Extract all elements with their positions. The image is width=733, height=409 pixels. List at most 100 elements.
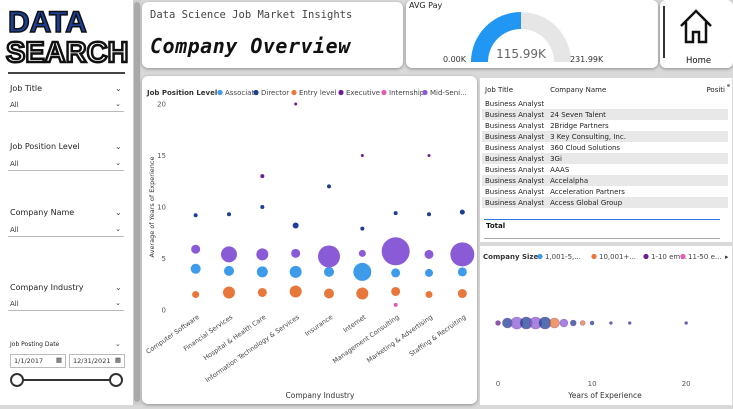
company-name-filter-label: Company Name (10, 208, 75, 217)
column-header-job-title[interactable]: Job Title (485, 86, 514, 94)
legend-next-icon: ▸ (725, 253, 729, 261)
column-header-position[interactable]: Positi (706, 86, 725, 94)
data-point-internship (393, 302, 398, 307)
chevron-down-icon[interactable]: ⌄ (115, 84, 122, 93)
data-point-director (459, 209, 465, 215)
gauge-min-label: 0.00K (443, 55, 467, 64)
sort-icon[interactable] (727, 84, 730, 87)
table-row[interactable]: Business Analyst 3 Key Consulting, Inc. (482, 131, 728, 142)
calendar-icon[interactable]: ▦ (55, 356, 62, 364)
home-card[interactable]: Home (660, 0, 733, 68)
table-row[interactable]: Business Analyst 360 Cloud Solutions (482, 142, 728, 153)
table-row[interactable]: Business Analyst Access Global Group (482, 197, 728, 208)
data-point (549, 317, 560, 329)
data-point-entry-level (391, 286, 401, 296)
cell-position (703, 98, 728, 109)
y-tick-label: 15 (157, 152, 166, 160)
cell-company-name: 3 Key Consulting, Inc. (547, 131, 704, 142)
legend-marker-4 (381, 89, 387, 96)
legend-marker-3 (338, 89, 344, 96)
industry-experience-scatter: Job Position Level Associate Director Entry… (145, 89, 475, 400)
data-point (559, 318, 569, 328)
data-point-associate (457, 267, 467, 277)
data-point-director (193, 213, 198, 218)
table-row[interactable]: Business Analyst AAAS (482, 164, 728, 175)
data-point-director (227, 212, 231, 217)
cell-job-title: Business Analyst (485, 99, 545, 108)
data-point-entry-level (324, 288, 334, 299)
calendar-icon[interactable]: ▦ (114, 356, 121, 364)
home-icon[interactable] (678, 6, 714, 46)
data-point-associate (289, 265, 302, 278)
legend-label-0: Associate (225, 89, 259, 97)
data-point-executive (260, 174, 265, 179)
avg-pay-gauge-card[interactable]: AVG Pay 115.99K 0.00K 231.99K (406, 0, 658, 68)
data-point-executive (360, 154, 364, 157)
data-point-executive (427, 154, 431, 157)
table-total-label: Total (486, 222, 506, 230)
data-point-director (260, 205, 265, 209)
table-horizontal-scrollbar[interactable] (484, 238, 720, 239)
data-point-entry-level (356, 287, 369, 300)
legend-label-1: 10,001+... (599, 253, 636, 261)
cell-job-title: Business Analyst (482, 175, 548, 186)
cell-company-name: Acceleration Partners (550, 187, 625, 196)
job-title-filter-label: Job Title (10, 84, 43, 93)
column-header-company-name[interactable]: Company Name (550, 86, 607, 94)
table-total-divider (484, 219, 720, 220)
data-point (589, 320, 595, 326)
industry-experience-chart-card: Job Position Level Associate Director Entry… (142, 76, 477, 404)
data-point-associate (224, 265, 234, 276)
legend-label-1: Director (261, 89, 289, 97)
cell-job-title: Business Analyst (482, 153, 548, 164)
sidebar-scrollbar[interactable] (133, 0, 141, 405)
logo-divider (8, 72, 125, 74)
table-row[interactable]: Business Analyst 2Bridge Partners (482, 120, 728, 131)
chevron-down-icon[interactable]: ⌄ (115, 208, 122, 217)
company-name-select[interactable]: All ⌄ (8, 223, 124, 237)
chevron-down-icon[interactable]: ⌄ (115, 340, 121, 348)
data-point-associate (256, 266, 268, 278)
job-position-level-select[interactable]: All ⌄ (8, 157, 124, 171)
title-card: Data Science Job Market Insights Company… (142, 2, 403, 68)
cell-company-name: 360 Cloud Solutions (550, 143, 621, 152)
date-slider-track[interactable] (16, 379, 116, 381)
data-point (495, 320, 501, 326)
data-point-director (393, 211, 398, 216)
cell-company-name (547, 98, 703, 109)
x-category-label: Insurance (303, 313, 334, 338)
legend-label-0: 1,001-5,... (545, 253, 581, 261)
chevron-down-icon[interactable]: ⌄ (115, 283, 122, 292)
chevron-down-icon[interactable]: ⌄ (115, 142, 122, 151)
end-date-input[interactable]: 12/31/2021 ▦ (69, 354, 125, 368)
table-row[interactable]: Business Analyst 24 Seven Talent (482, 109, 728, 120)
home-button-label[interactable]: Home (686, 56, 712, 66)
logo-line1: DATA (8, 6, 87, 39)
legend-marker-5 (422, 89, 428, 96)
cell-position (703, 175, 728, 186)
data-point (609, 321, 613, 325)
gauge-title: AVG Pay (409, 1, 443, 10)
scrollbar-thumb[interactable] (134, 2, 140, 402)
cell-position (703, 120, 728, 131)
legend-marker-2 (291, 89, 297, 96)
y-tick-label: 0 (162, 307, 166, 315)
data-point (684, 321, 688, 325)
x-category-label: Staffing & Recruiting (408, 313, 468, 358)
start-date-input[interactable]: 1/1/2017 ▦ (10, 354, 66, 368)
data-point-mid-senior-level (450, 242, 475, 267)
job-title-select[interactable]: All ⌄ (8, 98, 124, 112)
data-point-entry-level (192, 291, 200, 299)
data-table: Job Title Company Name Positi Business A… (482, 82, 728, 208)
company-industry-select[interactable]: All ⌄ (8, 297, 124, 311)
data-point-associate (324, 266, 334, 277)
data-point-entry-level (223, 286, 235, 299)
date-slider-end-handle[interactable] (109, 373, 123, 387)
table-row[interactable]: Business Analyst Accelalpha (482, 175, 728, 186)
table-row[interactable]: Business Analyst 3Gi (482, 153, 728, 164)
table-row[interactable]: Business Analyst (482, 98, 728, 109)
date-slider-start-handle[interactable] (10, 373, 24, 387)
table-row[interactable]: Business Analyst Acceleration Partners (482, 186, 728, 197)
data-point-director (327, 184, 331, 189)
data-point-associate (425, 268, 433, 277)
